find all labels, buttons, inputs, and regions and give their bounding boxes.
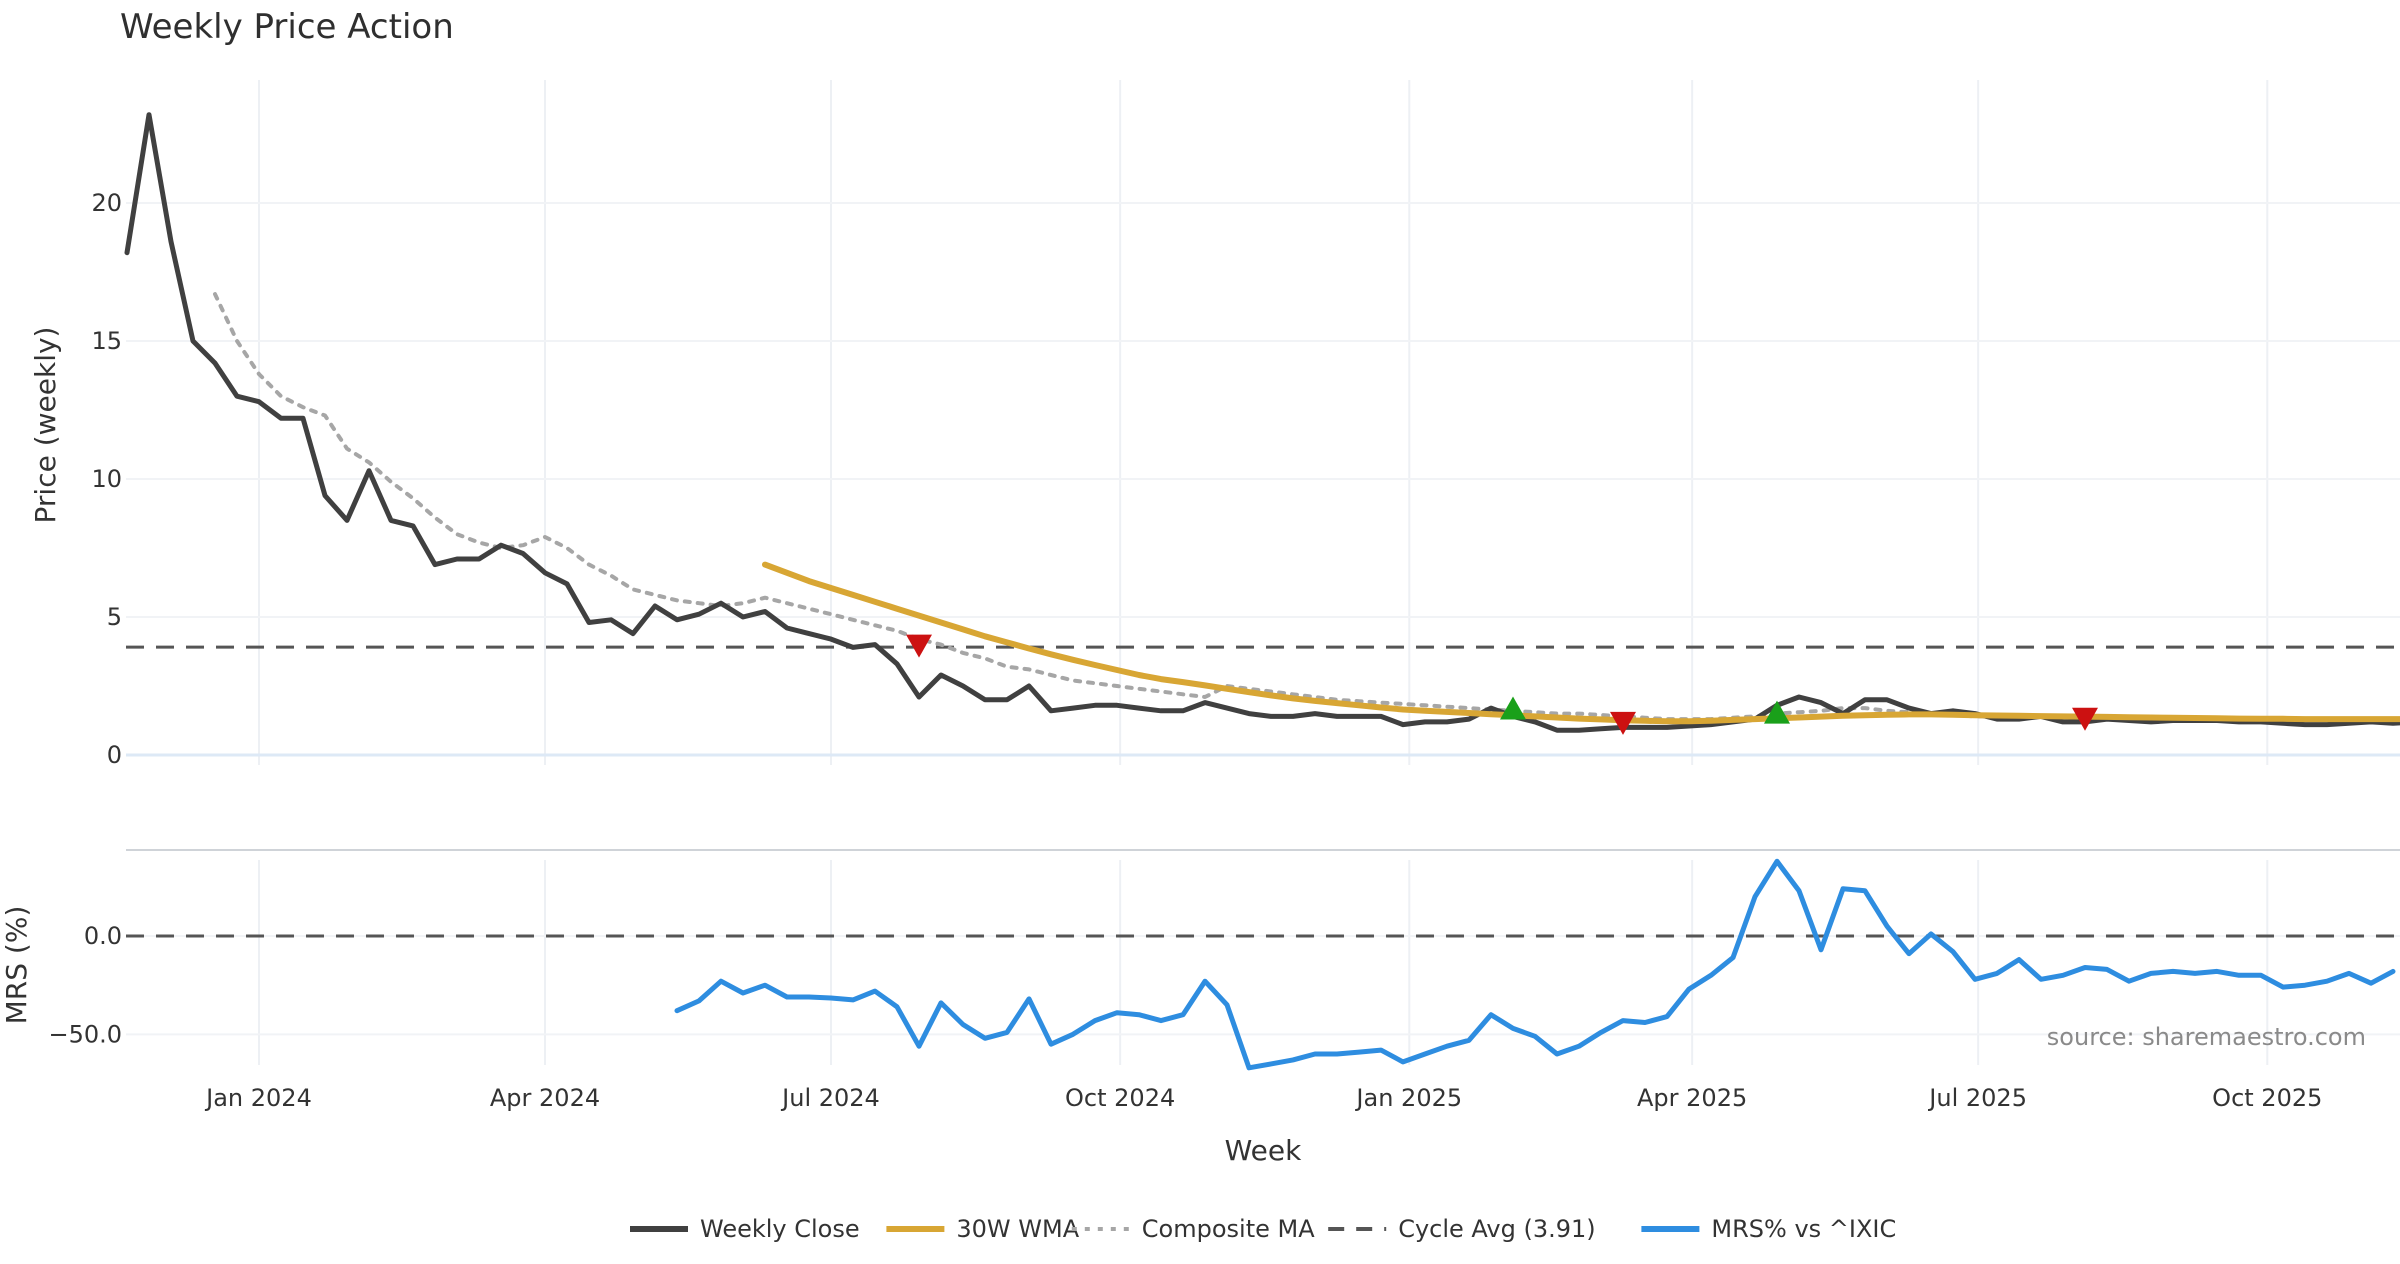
legend-label: Cycle Avg (3.91) [1398,1215,1595,1243]
legend: Weekly Close 30W WMA Composite MA Cycle Avg… [630,1215,1896,1243]
price-y-axis-title: Price (weekly) [29,327,62,524]
price-y-tick-label: 5 [107,603,122,631]
price-y-tick-label: 20 [91,189,122,217]
sell-signal-marker [1610,711,1636,735]
legend-mrs: MRS% vs ^IXIC [1641,1215,1896,1243]
legend-label: MRS% vs ^IXIC [1711,1215,1896,1243]
x-tick-label: Jul 2025 [1927,1084,2027,1112]
mrs-y-tick-label: −50.0 [48,1020,122,1048]
mrs-y-axis-title: MRS (%) [0,906,33,1025]
price-series-group [124,112,2400,733]
buy-signal-marker [1764,700,1790,724]
mrs-y-tick-label: 0.0 [84,922,122,950]
legend-label: 30W WMA [956,1215,1079,1243]
composite-ma-line [213,292,2395,722]
x-tick-label: Apr 2025 [1637,1084,1747,1112]
mrs-series-group [674,858,2396,1071]
wma-30w-line [762,561,2400,725]
price-y-tick-label: 0 [107,741,122,769]
legend-label: Composite MA [1142,1215,1315,1243]
legend-composite-ma: Composite MA [1071,1215,1315,1243]
source-annotation: source: sharemaestro.com [2047,1023,2366,1051]
x-tick-label: Oct 2024 [1065,1084,1175,1112]
x-tick-label: Jan 2025 [1354,1084,1462,1112]
sell-signal-marker [2072,707,2098,731]
legend-wma-30w: 30W WMA [886,1215,1080,1243]
x-tick-label: Apr 2024 [490,1084,600,1112]
legend-cycle-avg: Cycle Avg (3.91) [1328,1215,1596,1243]
price-gridlines [126,80,2400,765]
x-tick-label: Jan 2024 [204,1084,312,1112]
price-y-tick-label: 10 [91,465,122,493]
legend-label: Weekly Close [700,1215,860,1243]
chart-title: Weekly Price Action [120,7,454,47]
x-tick-label: Oct 2025 [2212,1084,2322,1112]
x-axis-ticks: Jan 2024 Apr 2024 Jul 2024 Oct 2024 Jan 2025… [204,1084,2322,1112]
mrs-line [674,858,2396,1071]
price-y-ticks: 0 5 10 15 20 [91,189,122,769]
weekly-close-line [124,112,2400,733]
x-tick-label: Jul 2024 [780,1084,880,1112]
buy-signal-marker [1500,696,1526,720]
sell-signal-marker [906,634,932,658]
x-axis-title: Week [1225,1134,1302,1167]
signal-markers-group [906,634,2098,735]
mrs-y-ticks: 0.0 −50.0 [48,922,122,1048]
price-y-tick-label: 15 [91,327,122,355]
legend-weekly-close: Weekly Close [630,1215,860,1243]
